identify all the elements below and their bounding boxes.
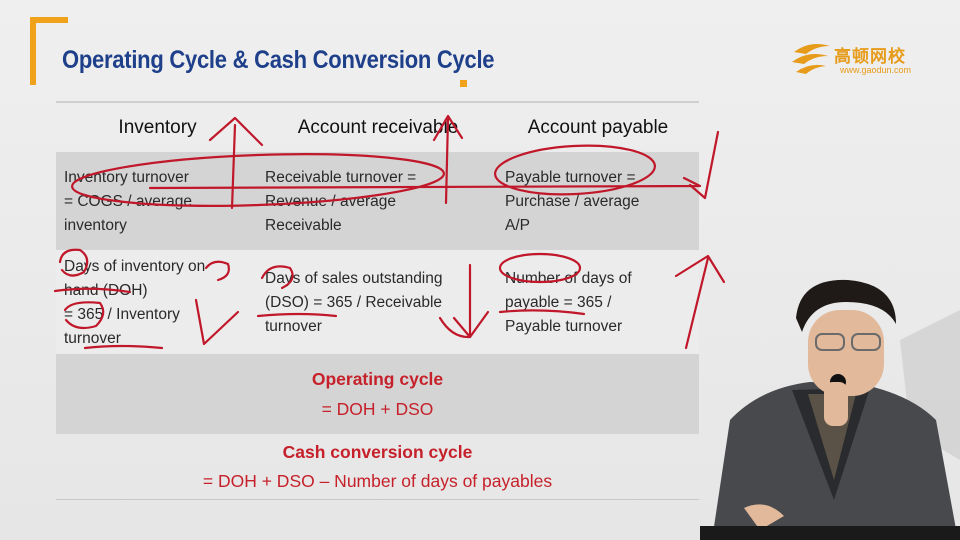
days-payable-cell: Number of days of payable = 365 / Payabl… <box>505 270 632 335</box>
operating-cycle-formula: = DOH + DSO <box>321 399 434 419</box>
header-inventory: Inventory <box>118 117 197 138</box>
doh-cell: Days of inventory on hand (DOH) = 365 / … <box>64 258 206 347</box>
logo-chinese-name: 高顿网校 <box>834 47 906 67</box>
gaodun-logo: 高顿网校 www.gaodun.com <box>790 38 920 88</box>
title-bracket-decoration <box>30 17 68 85</box>
table-bottom-rule <box>56 499 699 500</box>
payable-turnover-cell: Payable turnover = Purchase / average A/… <box>505 169 640 234</box>
cash-conversion-cycle-formula: = DOH + DSO – Number of days of payables <box>202 471 553 491</box>
slide-title: Operating Cycle & Cash Conversion Cycle <box>62 46 495 74</box>
days-row <box>56 250 699 354</box>
inventory-turnover-cell: Inventory turnover = COGS / average inve… <box>64 169 192 234</box>
receivable-turnover-cell: Receivable turnover = Revenue / average … <box>265 169 417 234</box>
presenter-video-overlay <box>700 279 960 540</box>
dso-cell: Days of sales outstanding (DSO) = 365 / … <box>265 270 443 335</box>
header-account-payable: Account payable <box>527 117 669 138</box>
operating-cycle-band <box>56 354 699 434</box>
cash-conversion-cycle-label: Cash conversion cycle <box>282 442 473 462</box>
logo-url: www.gaodun.com <box>840 65 912 75</box>
title-bracket-end <box>460 80 467 87</box>
gaodun-wing-icon <box>792 44 830 74</box>
header-account-receivable: Account receivable <box>297 117 459 138</box>
table-top-rule <box>56 101 699 103</box>
operating-cycle-label: Operating cycle <box>311 369 444 389</box>
